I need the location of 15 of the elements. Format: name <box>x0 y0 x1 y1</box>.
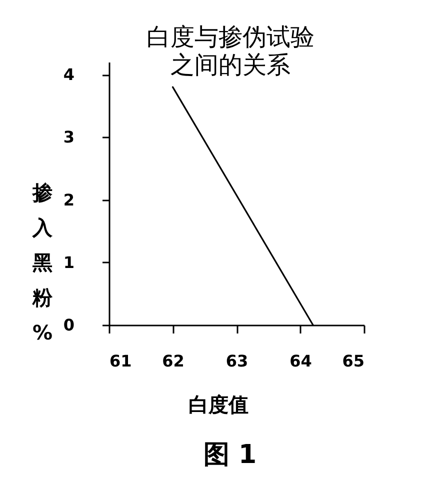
x-axis-title: 白度值 <box>188 392 248 416</box>
y-tick-label: 3 <box>63 128 74 147</box>
chart-title: 白度与掺伪试验 <box>146 23 314 51</box>
y-tick-label: 1 <box>63 252 74 272</box>
y-tick-label: 0 <box>63 316 74 334</box>
caption: 图 1 <box>203 440 257 470</box>
x-tick-label: 63 <box>226 352 248 370</box>
y-axis-title: 掺入黑粉% <box>32 180 54 344</box>
chart-subtitle: 之间的关系 <box>170 51 290 79</box>
y-tick-label: 4 <box>63 65 74 84</box>
x-tick-label: 64 <box>290 352 312 370</box>
x-tick-label: 65 <box>342 352 364 370</box>
y-tick-label: 2 <box>63 190 74 210</box>
x-tick-label: 62 <box>162 352 184 370</box>
x-tick-label: 61 <box>110 352 132 370</box>
